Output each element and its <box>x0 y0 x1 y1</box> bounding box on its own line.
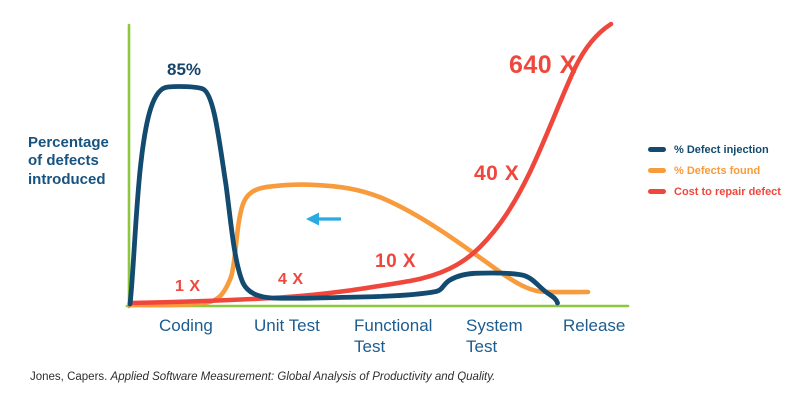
y-axis-title: Percentage of defects introduced <box>28 134 109 188</box>
shift-left-arrow-icon <box>306 212 341 226</box>
defect-injection-curve <box>127 84 560 307</box>
legend-item-cost-repair: Cost to repair defect <box>648 181 781 202</box>
x-label-functional-test: Functional Test <box>354 316 433 357</box>
legend-label: Cost to repair defect <box>674 185 781 198</box>
legend-label: % Defects found <box>674 164 761 177</box>
cost-40x-annotation: 40 X <box>474 162 520 185</box>
x-label-unit-test: Unit Test <box>254 316 320 335</box>
cost-1x-annotation: 1 X <box>175 278 201 295</box>
cost-10x-annotation: 10 X <box>375 251 417 272</box>
legend-item-defect-injection: % Defect injection <box>648 139 781 160</box>
x-label-system-test: System Test <box>466 316 523 357</box>
citation-author: Jones, Capers. <box>30 371 111 383</box>
x-label-release: Release <box>563 316 626 335</box>
legend-label: % Defect injection <box>674 143 769 156</box>
cost-4x-annotation: 4 X <box>278 271 304 288</box>
source-citation: Jones, Capers. Applied Software Measurem… <box>30 371 495 383</box>
defects-found-swatch-icon <box>648 168 666 173</box>
defects-found-curve <box>127 182 591 308</box>
defect-injection-swatch-icon <box>648 147 666 152</box>
x-label-coding: Coding <box>159 316 213 335</box>
legend-item-defects-found: % Defects found <box>648 160 781 181</box>
cost-640x-annotation: 640 X <box>509 51 577 79</box>
citation-title: Applied Software Measurement: Global Ana… <box>110 371 496 383</box>
peak-85-annotation: 85% <box>167 60 202 79</box>
chart-legend: % Defect injection % Defects found Cost … <box>648 139 781 202</box>
cost-repair-swatch-icon <box>648 189 666 194</box>
